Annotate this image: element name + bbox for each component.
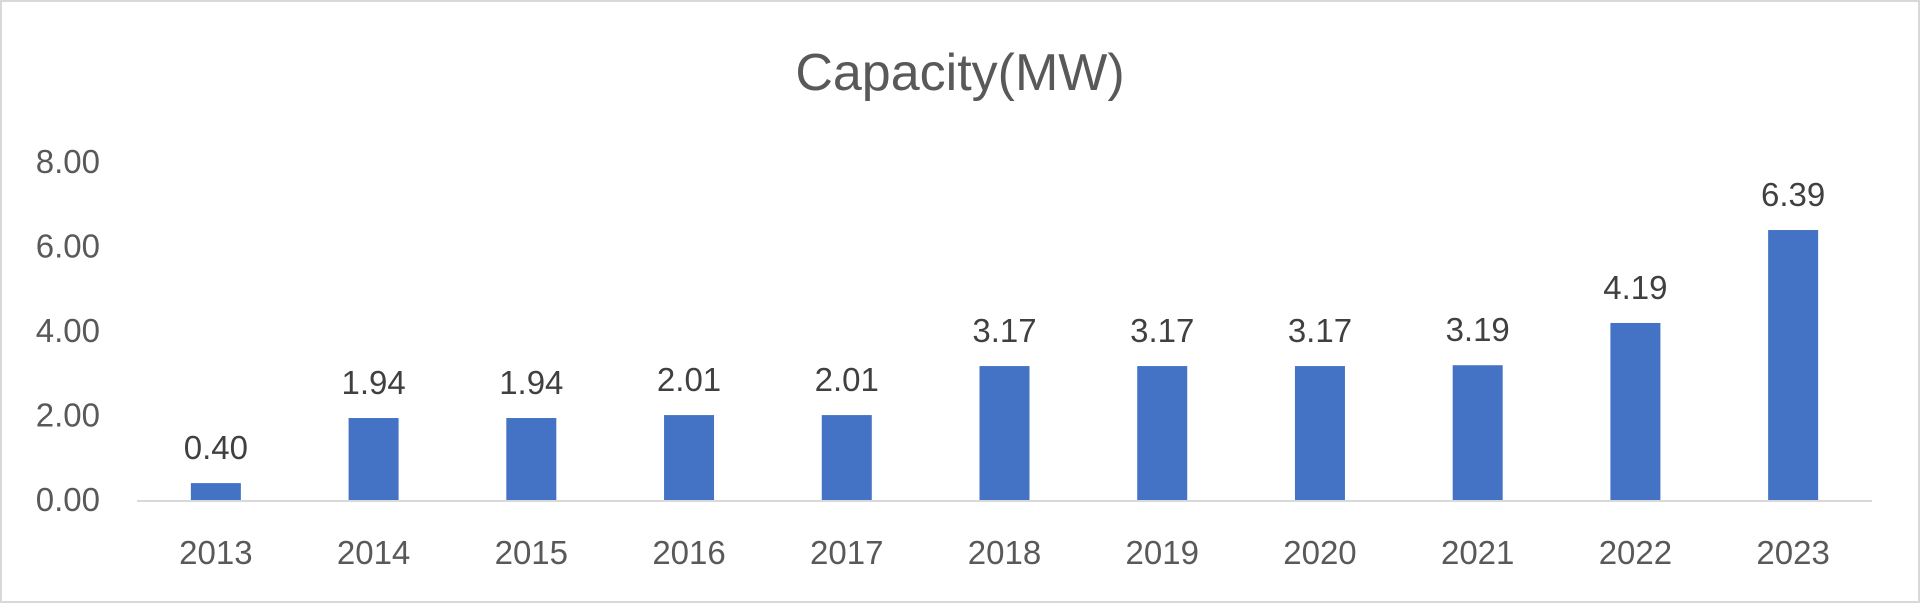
x-tick-label: 2015 xyxy=(495,534,568,571)
x-tick-label: 2020 xyxy=(1283,534,1356,571)
x-tick-label: 2019 xyxy=(1126,534,1199,571)
data-label: 0.40 xyxy=(184,429,248,466)
x-tick-label: 2016 xyxy=(652,534,725,571)
data-label: 2.01 xyxy=(815,361,879,398)
bar-2015 xyxy=(506,418,557,500)
data-label: 6.39 xyxy=(1761,176,1825,213)
x-tick-label: 2013 xyxy=(179,534,252,571)
data-label: 2.01 xyxy=(657,361,721,398)
bars xyxy=(190,230,1819,500)
x-tick-label: 2017 xyxy=(810,534,883,571)
x-tick-label: 2021 xyxy=(1441,534,1514,571)
bar-2017 xyxy=(821,415,872,500)
bar-2022 xyxy=(1610,322,1661,500)
x-axis-labels: 2013 2014 2015 2016 2017 2018 2019 2020 2021 2022… xyxy=(179,534,1830,571)
x-tick-label: 2022 xyxy=(1599,534,1672,571)
x-tick-label: 2023 xyxy=(1756,534,1829,571)
bar-2020 xyxy=(1294,366,1345,500)
data-label: 4.19 xyxy=(1603,269,1667,306)
data-label: 3.17 xyxy=(1130,312,1194,349)
y-tick-label: 0.00 xyxy=(36,481,100,518)
y-tick-label: 4.00 xyxy=(36,312,100,349)
data-label: 3.17 xyxy=(1288,312,1352,349)
y-axis-labels: 0.00 2.00 4.00 6.00 8.00 xyxy=(36,143,100,518)
data-label: 3.19 xyxy=(1446,311,1510,348)
bar-2013 xyxy=(190,483,241,500)
bar-2014 xyxy=(348,418,399,500)
bar-2023 xyxy=(1768,230,1819,500)
x-tick-label: 2014 xyxy=(337,534,410,571)
data-label: 1.94 xyxy=(499,364,563,401)
y-tick-label: 6.00 xyxy=(36,228,100,265)
y-tick-label: 8.00 xyxy=(36,143,100,180)
data-label: 1.94 xyxy=(341,364,405,401)
data-labels: 0.40 1.94 1.94 2.01 2.01 3.17 3.17 3.17 3.19 4.19… xyxy=(184,176,1826,466)
data-label: 3.17 xyxy=(972,312,1036,349)
x-tick-label: 2018 xyxy=(968,534,1041,571)
bar-2021 xyxy=(1452,365,1503,500)
bar-2016 xyxy=(664,415,715,500)
chart-title: Capacity(MW) xyxy=(795,44,1124,102)
bar-2019 xyxy=(1137,366,1188,500)
bar-2018 xyxy=(979,366,1030,500)
y-tick-label: 2.00 xyxy=(36,397,100,434)
